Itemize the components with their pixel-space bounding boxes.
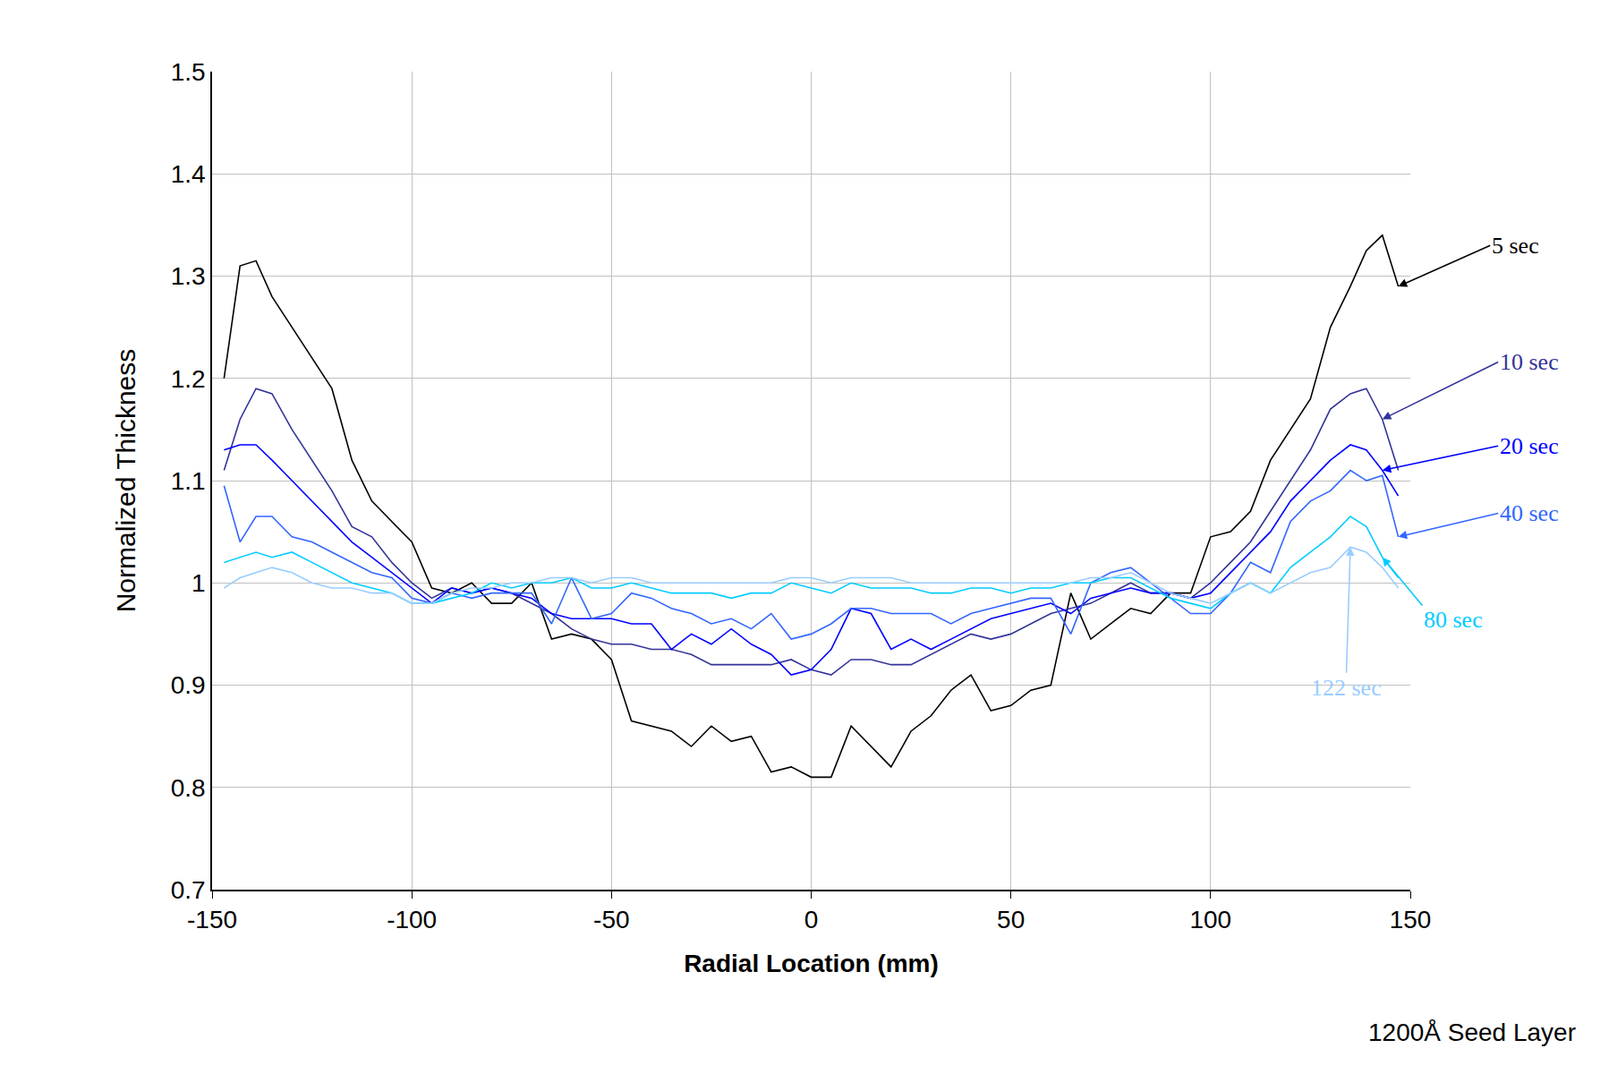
svg-text:80 sec: 80 sec (1423, 606, 1483, 633)
svg-text:1.5: 1.5 (170, 58, 206, 86)
svg-text:20 sec: 20 sec (1499, 433, 1559, 460)
svg-text:-50: -50 (593, 905, 630, 934)
svg-text:1.2: 1.2 (170, 365, 206, 393)
svg-text:1: 1 (191, 569, 206, 597)
svg-text:50: 50 (996, 905, 1025, 934)
svg-text:0.8: 0.8 (170, 774, 206, 802)
svg-text:1.4: 1.4 (170, 160, 206, 188)
svg-text:1.1: 1.1 (170, 467, 206, 495)
svg-text:5 sec: 5 sec (1491, 232, 1540, 259)
svg-text:150: 150 (1389, 905, 1432, 934)
svg-text:0.9: 0.9 (170, 671, 206, 699)
svg-text:0: 0 (804, 905, 819, 934)
svg-text:40 sec: 40 sec (1499, 500, 1559, 527)
svg-text:0.7: 0.7 (170, 876, 206, 904)
svg-text:122 sec: 122 sec (1310, 674, 1382, 701)
svg-text:Normalized Thickness: Normalized Thickness (110, 348, 141, 613)
svg-text:100: 100 (1189, 905, 1232, 934)
svg-text:-150: -150 (187, 905, 238, 934)
svg-text:1200Å Seed Layer: 1200Å Seed Layer (1368, 1018, 1576, 1047)
svg-text:Radial Location (mm): Radial Location (mm) (683, 949, 939, 978)
svg-text:1.3: 1.3 (170, 262, 206, 290)
svg-text:-100: -100 (386, 905, 437, 934)
svg-text:10 sec: 10 sec (1499, 348, 1559, 375)
